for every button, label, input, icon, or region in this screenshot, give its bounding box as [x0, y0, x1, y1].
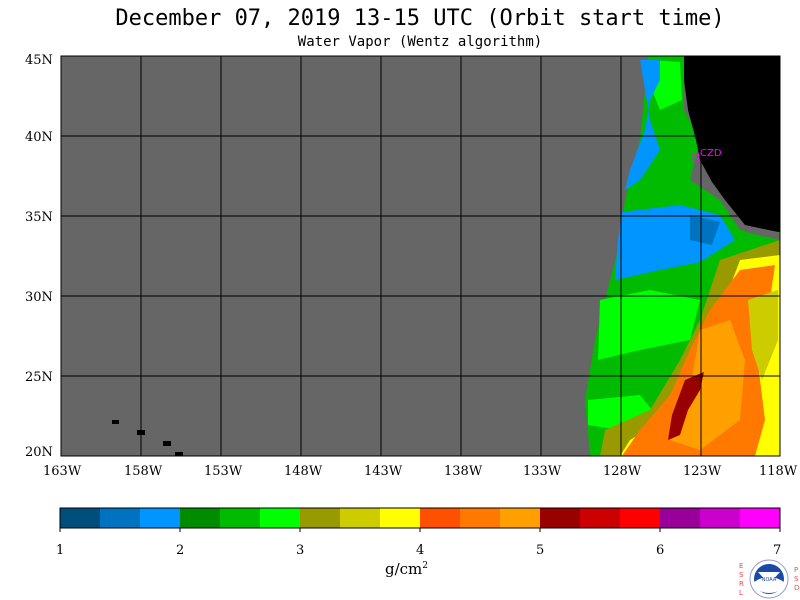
lat-axis: 45N 40N 35N 30N 25N 20N [25, 53, 53, 460]
lon-tick-label: 138W [444, 464, 483, 479]
lon-tick-label: 133W [523, 464, 562, 479]
lat-tick-label: 40N [25, 130, 53, 145]
region-dark-blue [690, 215, 720, 245]
lon-tick-label: 148W [284, 464, 323, 479]
logo-letter: R [739, 580, 744, 588]
water-vapor-field [585, 56, 780, 456]
map-frame [60, 55, 781, 457]
logo-letter: E [739, 562, 743, 570]
lon-tick-label: 143W [364, 464, 403, 479]
map-title: December 07, 2019 13-15 UTC (Orbit start… [115, 6, 725, 31]
region-dark-red [668, 372, 704, 440]
logo-text: NOAA [762, 577, 777, 583]
colorbar-tick-label: 1 [56, 543, 64, 558]
station-label: CZD [700, 148, 722, 159]
colorbar-swatch [260, 508, 301, 528]
colorbar-swatch [580, 508, 621, 528]
colorbar-tick-label: 6 [656, 543, 664, 558]
noaa-logo: E S R L P S D NOAA [739, 559, 799, 599]
colorbar-swatch [340, 508, 381, 528]
colorbar-swatch [460, 508, 501, 528]
colorbar [59, 507, 781, 532]
lon-axis: 163W 158W 153W 148W 143W 138W 133W 128W … [43, 464, 798, 479]
lon-tick-label: 118W [759, 464, 798, 479]
region-olive-east [748, 290, 778, 380]
colorbar-tick-label: 2 [176, 543, 184, 558]
colorbar-swatch [380, 508, 421, 528]
logo-letter: P [794, 566, 798, 574]
logo-letter: D [794, 584, 799, 592]
lat-tick-label: 35N [25, 210, 53, 225]
station-marker: CZD [692, 148, 722, 161]
colorbar-swatch [220, 508, 261, 528]
colorbar-swatch [140, 508, 181, 528]
land-mass [684, 56, 780, 232]
lon-tick-label: 128W [603, 464, 642, 479]
region-light-orange [670, 320, 745, 450]
region-blue-north [625, 60, 660, 190]
region-bright-green-mid [598, 290, 700, 360]
colorbar-swatch [660, 508, 701, 528]
logo-letter: S [794, 575, 799, 583]
colorbar-swatch [180, 508, 221, 528]
colorbar-swatch [740, 508, 781, 528]
colorbar-labels: 1 2 3 4 5 6 7 [56, 543, 781, 558]
lat-tick-label: 20N [25, 445, 53, 460]
colorbar-units: g/cm2 [385, 560, 429, 578]
lon-tick-label: 158W [124, 464, 163, 479]
colorbar-tick-label: 3 [296, 543, 304, 558]
map-subtitle: Water Vapor (Wentz algorithm) [297, 34, 543, 50]
lon-tick-label: 153W [204, 464, 243, 479]
lat-tick-label: 45N [25, 53, 53, 68]
graticule [61, 56, 780, 456]
colorbar-tick-label: 5 [536, 543, 544, 558]
lon-tick-label: 163W [43, 464, 82, 479]
colorbar-tick-label: 7 [773, 543, 781, 558]
logo-letter: S [739, 571, 744, 579]
colorbar-swatch [60, 508, 101, 528]
colorbar-swatch [300, 508, 341, 528]
colorbar-swatch [500, 508, 541, 528]
logo-letter: L [739, 589, 743, 597]
colorbar-tick-label: 4 [416, 543, 424, 558]
coastal-no-data [740, 225, 780, 240]
lat-tick-label: 30N [25, 290, 53, 305]
colorbar-swatch [540, 508, 581, 528]
colorbar-swatch [420, 508, 461, 528]
colorbar-swatch [700, 508, 741, 528]
colorbar-swatch [100, 508, 141, 528]
lat-tick-label: 25N [25, 370, 53, 385]
lon-tick-label: 123W [683, 464, 722, 479]
colorbar-swatch [620, 508, 661, 528]
